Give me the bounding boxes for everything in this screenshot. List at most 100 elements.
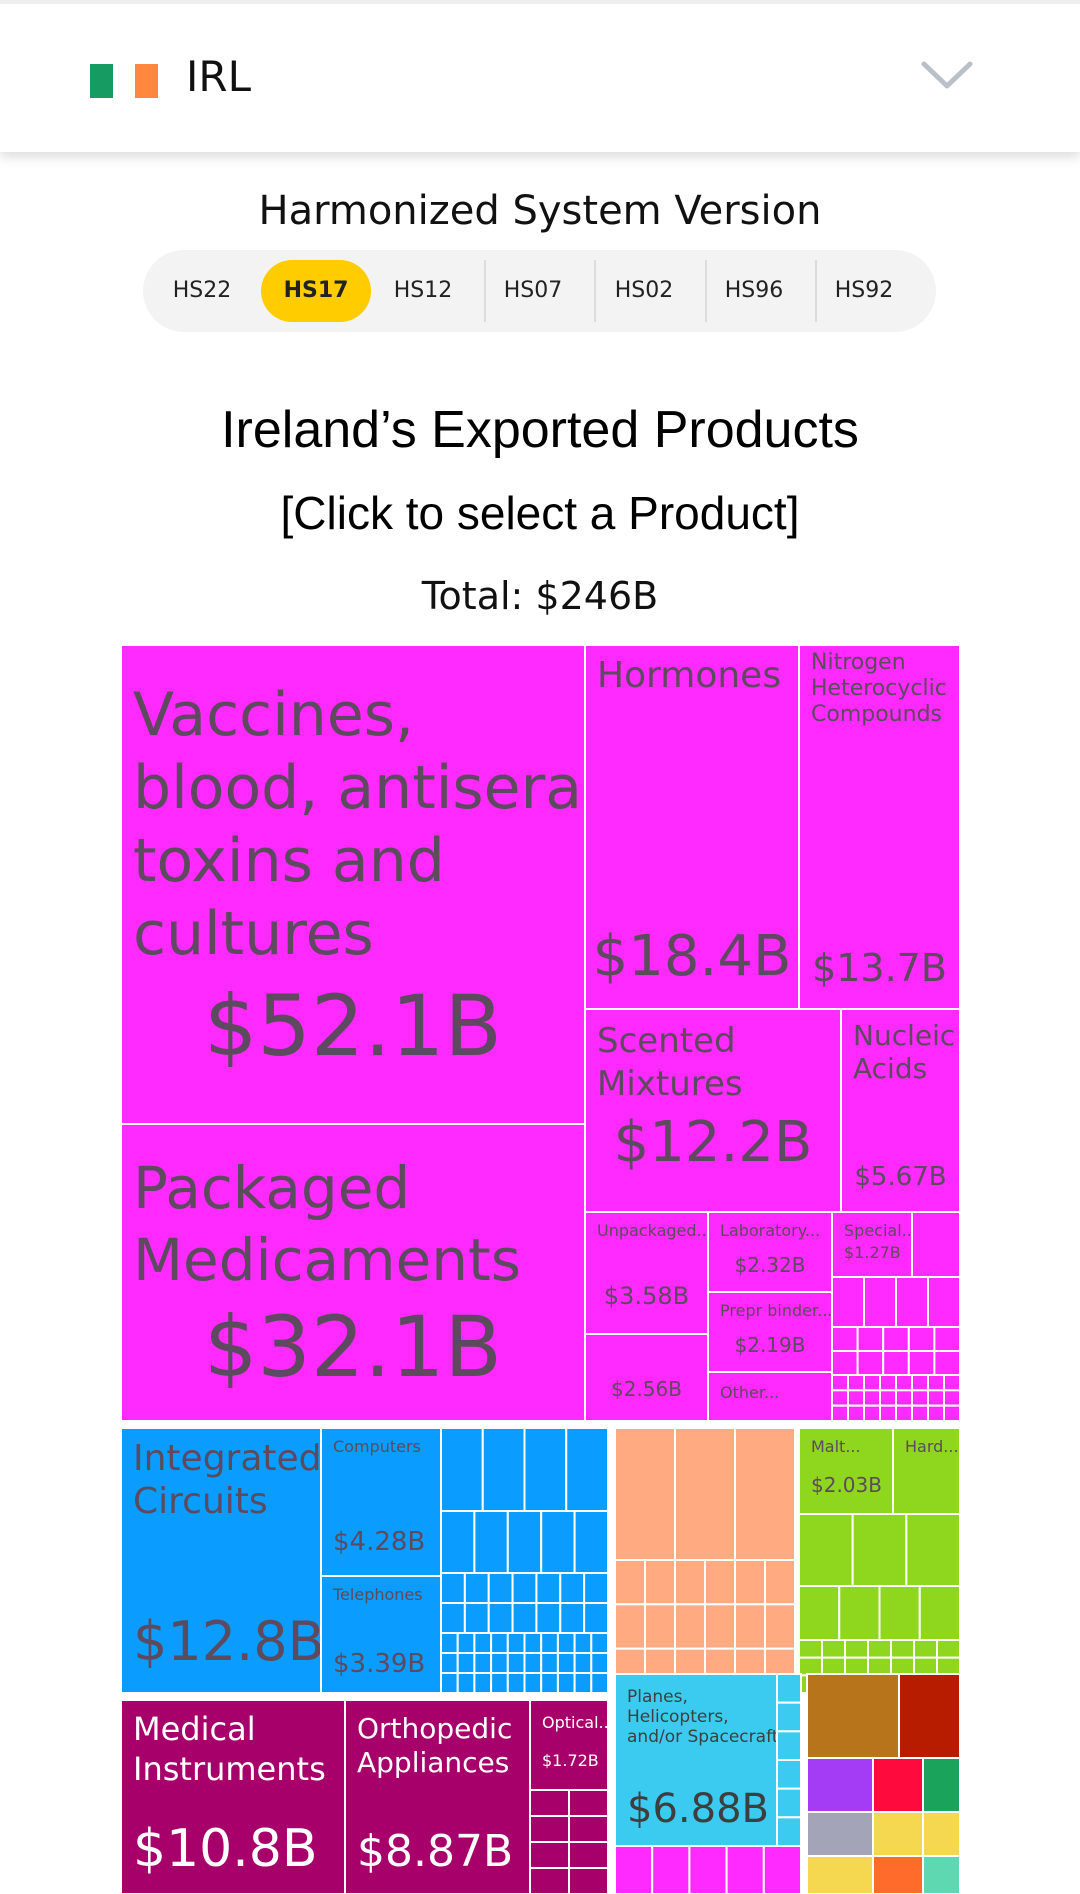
plas-tile[interactable] (674, 1427, 736, 1561)
plas-tile[interactable] (764, 1559, 796, 1606)
veg-tile[interactable] (878, 1585, 921, 1641)
plas-tile[interactable] (614, 1603, 646, 1650)
chem-tile[interactable] (927, 1404, 945, 1422)
hs-option-hs12[interactable]: HS12 (393, 278, 453, 303)
mach-tile[interactable] (463, 1602, 490, 1634)
misc-tile[interactable] (922, 1855, 961, 1894)
mach-tile[interactable] (556, 1632, 576, 1654)
chem-tile[interactable] (847, 1389, 865, 1407)
veg-tile[interactable] (798, 1585, 841, 1641)
treemap-cell-18[interactable] (344, 1699, 531, 1894)
chem-tile[interactable] (895, 1276, 929, 1328)
chevron-down-icon[interactable] (920, 56, 974, 96)
mach-tile[interactable] (440, 1602, 466, 1634)
treemap-cell-3[interactable] (798, 644, 961, 1010)
chem-tile[interactable] (847, 1374, 865, 1392)
mach-tile[interactable] (511, 1602, 538, 1634)
plas-tile[interactable] (734, 1559, 766, 1606)
chem-tile[interactable] (895, 1374, 913, 1392)
misc-tile[interactable] (725, 1845, 765, 1894)
mach-tile[interactable] (440, 1652, 459, 1674)
plas-tile[interactable] (644, 1603, 676, 1650)
mach-tile[interactable] (565, 1427, 609, 1512)
mach-tile[interactable] (487, 1572, 514, 1604)
plas-tile[interactable] (704, 1559, 736, 1606)
mach-tile[interactable] (556, 1672, 576, 1694)
misc-tile[interactable] (872, 1855, 924, 1894)
veg-tile[interactable] (913, 1639, 938, 1659)
treemap-cell-5[interactable] (840, 1008, 961, 1213)
veg-tile[interactable] (918, 1585, 961, 1641)
instr-tile[interactable] (568, 1789, 609, 1817)
misc-tile[interactable] (688, 1845, 728, 1894)
chem-tile[interactable] (933, 1350, 962, 1376)
treemap-cell-17[interactable] (120, 1699, 346, 1894)
misc-tile[interactable] (806, 1757, 874, 1813)
chem-tile[interactable] (847, 1404, 865, 1422)
chem-tile[interactable] (907, 1326, 936, 1352)
chem-tile[interactable] (879, 1389, 897, 1407)
mach-tile[interactable] (456, 1632, 476, 1654)
veg-tile[interactable] (936, 1639, 961, 1659)
instr-tile[interactable] (568, 1815, 609, 1843)
mach-tile[interactable] (440, 1427, 484, 1512)
plas-tile[interactable] (674, 1603, 706, 1650)
mach-tile[interactable] (481, 1427, 526, 1512)
mach-tile[interactable] (440, 1672, 459, 1694)
hs-option-hs92[interactable]: HS92 (834, 278, 894, 303)
chem-tile[interactable] (911, 1374, 929, 1392)
chem-tile[interactable] (943, 1389, 961, 1407)
trans-tile[interactable] (776, 1787, 802, 1819)
mach-tile[interactable] (490, 1632, 509, 1654)
mach-tile[interactable] (523, 1652, 543, 1674)
chem-tile[interactable] (879, 1404, 897, 1422)
trans-tile[interactable] (776, 1816, 802, 1848)
misc-tile[interactable] (806, 1673, 900, 1759)
chem-tile[interactable] (856, 1326, 885, 1352)
plas-tile[interactable] (674, 1559, 706, 1606)
plas-tile[interactable] (764, 1603, 796, 1650)
chem-tile[interactable] (831, 1374, 849, 1392)
treemap-cell-6[interactable] (584, 1211, 709, 1335)
plas-tile[interactable] (644, 1559, 676, 1606)
misc-tile[interactable] (806, 1811, 874, 1857)
mach-tile[interactable] (573, 1652, 593, 1674)
chem-tile[interactable] (927, 1374, 945, 1392)
chem-tile[interactable] (911, 1404, 929, 1422)
chem-tile[interactable] (907, 1350, 936, 1376)
treemap-cell-13[interactable] (320, 1427, 442, 1577)
misc-tile[interactable] (806, 1855, 874, 1894)
veg-tile[interactable] (821, 1639, 846, 1659)
mach-tile[interactable] (473, 1652, 493, 1674)
trans-tile[interactable] (776, 1730, 802, 1762)
trans-tile[interactable] (776, 1673, 802, 1704)
mach-tile[interactable] (440, 1572, 466, 1604)
plas-tile[interactable] (614, 1559, 646, 1606)
mach-tile[interactable] (523, 1672, 543, 1694)
veg-tile[interactable] (905, 1513, 961, 1587)
country-header[interactable]: IRL (0, 0, 1080, 152)
treemap-cell-4[interactable] (584, 1008, 842, 1213)
misc-tile[interactable] (922, 1811, 961, 1857)
mach-tile[interactable] (535, 1602, 562, 1634)
treemap-cell-7[interactable] (707, 1211, 833, 1293)
mach-tile[interactable] (463, 1572, 490, 1604)
hs-option-hs96[interactable]: HS96 (724, 278, 784, 303)
mach-tile[interactable] (559, 1572, 586, 1604)
treemap-cell-14[interactable] (320, 1575, 442, 1694)
chem-tile[interactable] (927, 1389, 945, 1407)
treemap-cell-chem-small[interactable] (911, 1211, 961, 1278)
mach-tile[interactable] (473, 1510, 509, 1574)
instr-tile[interactable] (529, 1789, 570, 1817)
mach-tile[interactable] (540, 1652, 559, 1674)
mach-tile[interactable] (511, 1572, 538, 1604)
mach-tile[interactable] (573, 1672, 593, 1694)
mach-tile[interactable] (473, 1672, 493, 1694)
veg-tile[interactable] (890, 1656, 915, 1677)
veg-tile[interactable] (913, 1656, 938, 1677)
chem-tile[interactable] (856, 1350, 885, 1376)
treemap-cell-8[interactable] (831, 1211, 913, 1278)
mach-tile[interactable] (540, 1510, 576, 1574)
treemap-cell-10[interactable] (584, 1333, 709, 1422)
mach-tile[interactable] (556, 1652, 576, 1674)
